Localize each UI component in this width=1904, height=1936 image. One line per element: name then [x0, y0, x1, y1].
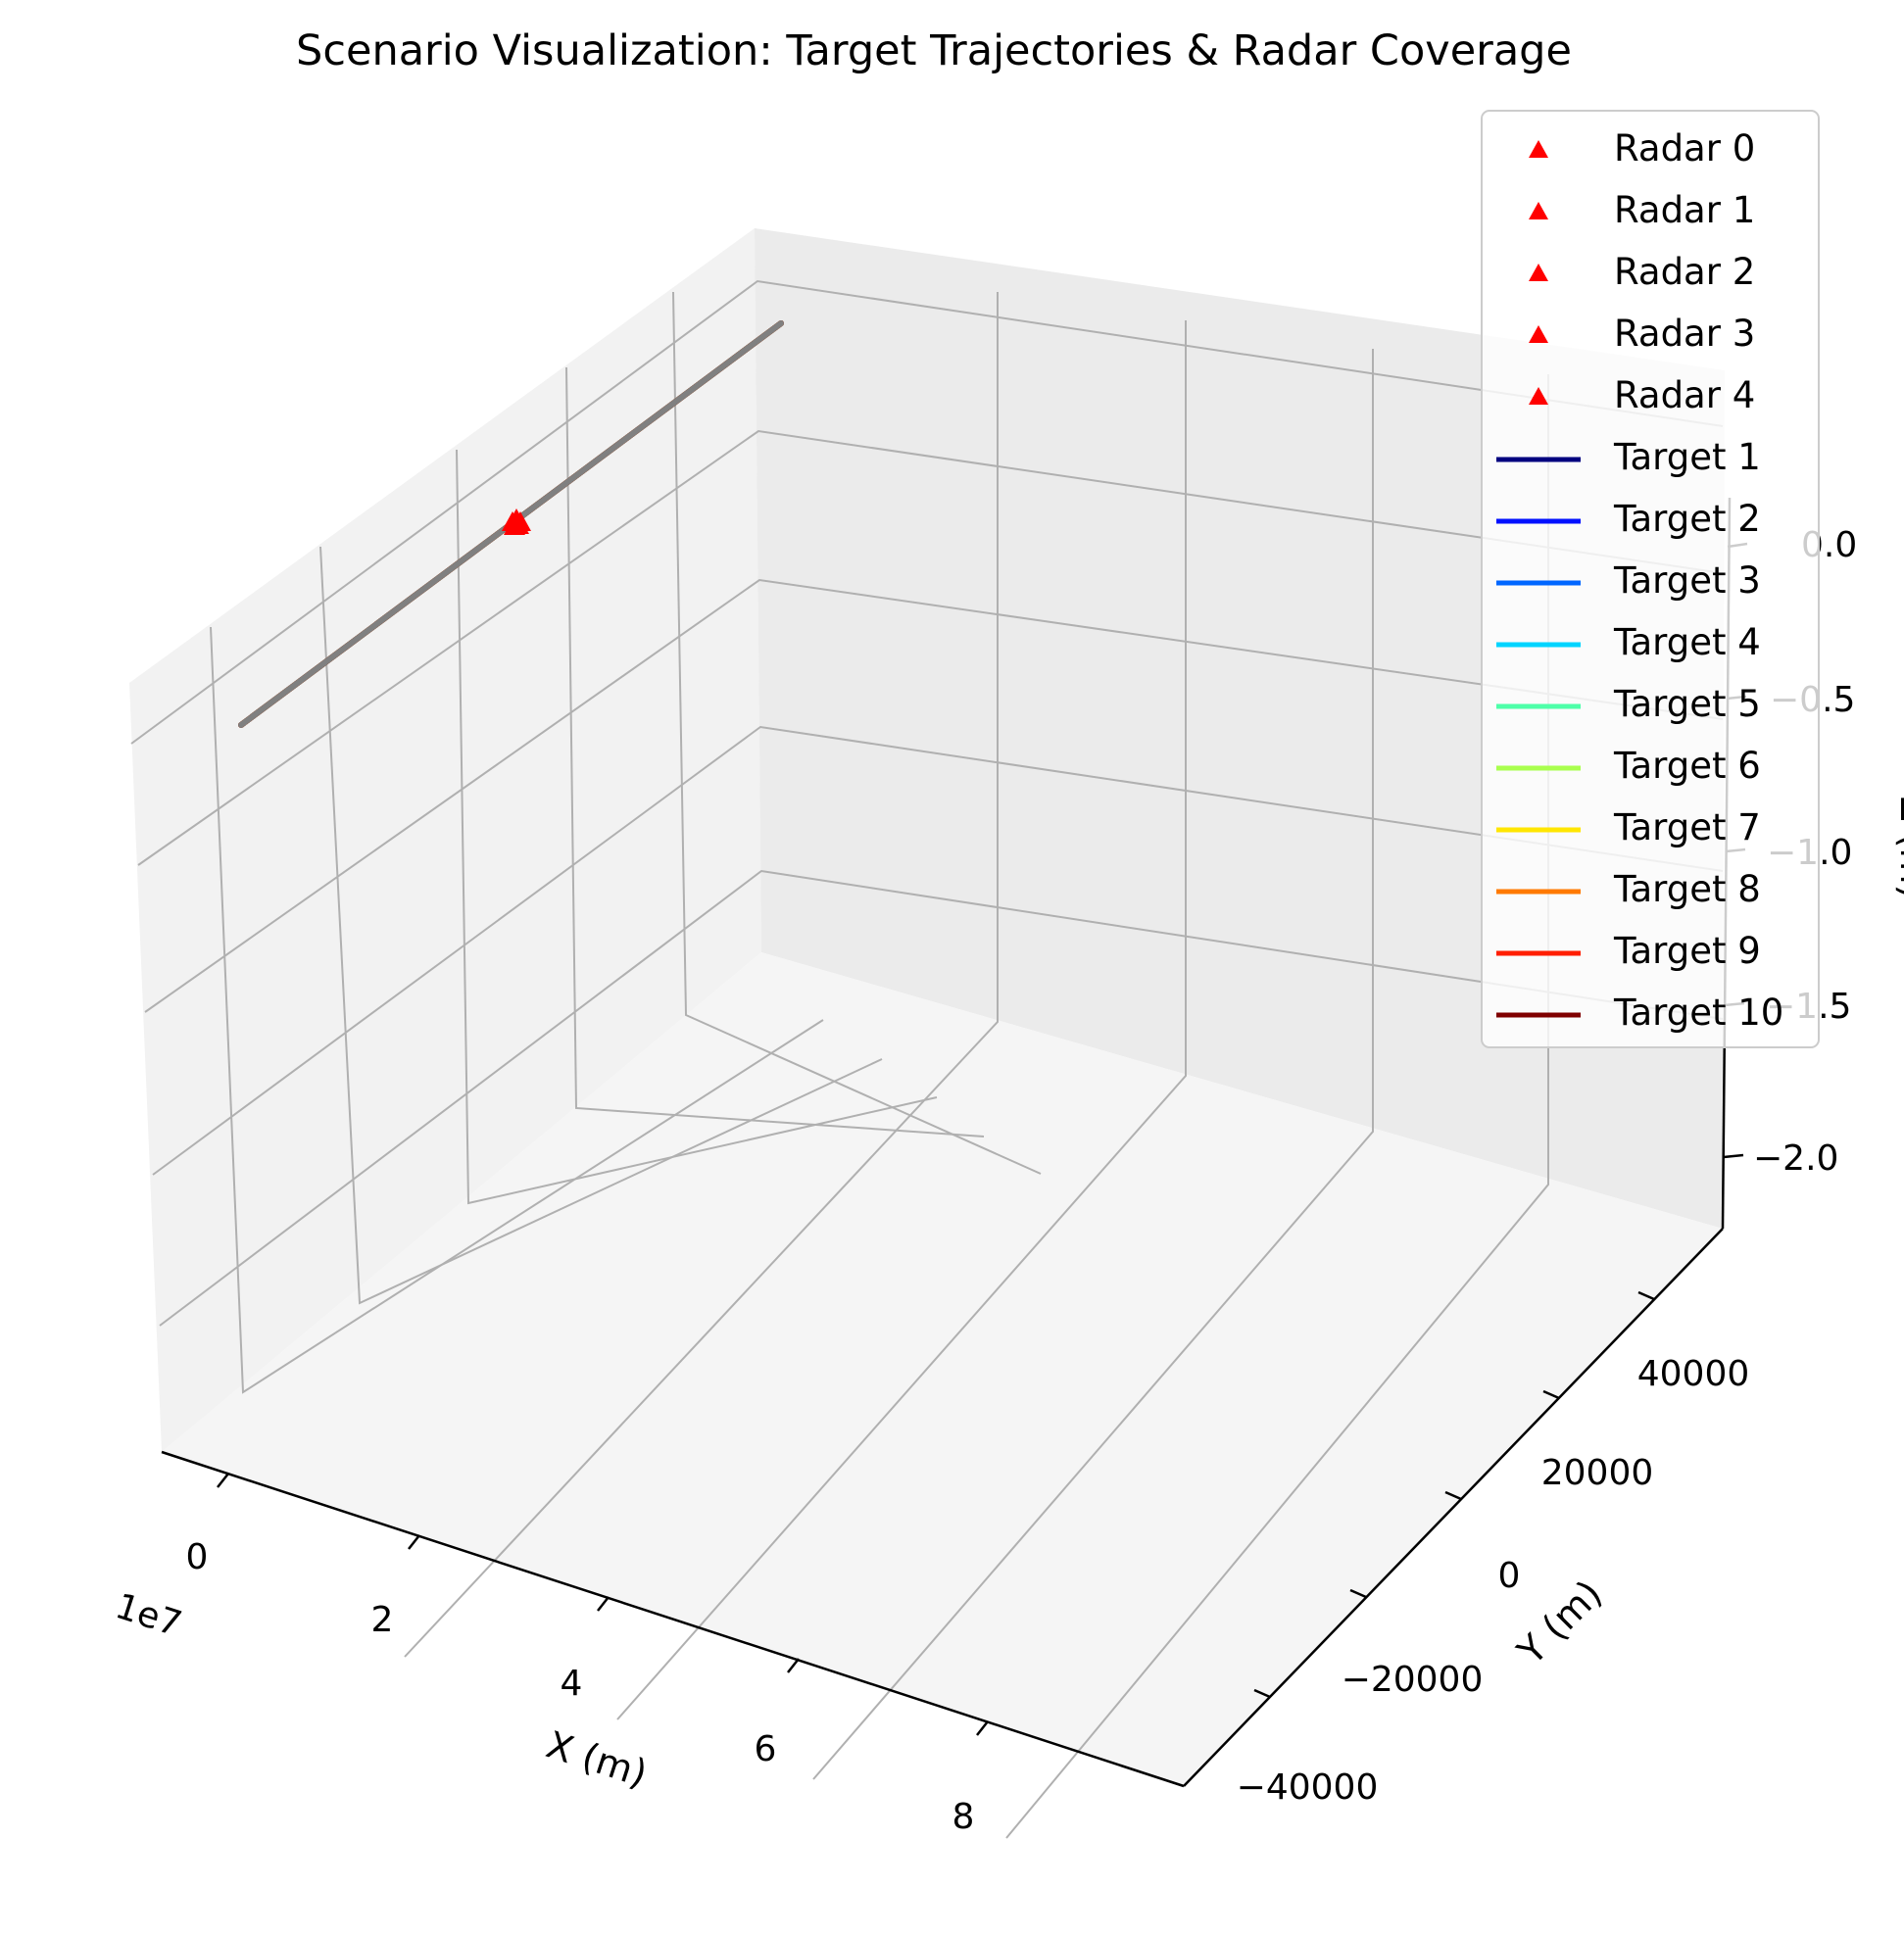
pane-left: [129, 228, 761, 1452]
legend-label: Radar 2: [1614, 251, 1755, 293]
legend-label: Target 8: [1613, 868, 1761, 910]
legend-label: Target 1: [1613, 436, 1761, 478]
x-offset-label: 1e7: [111, 1586, 186, 1645]
legend-label: Target 3: [1613, 559, 1761, 602]
legend: Radar 0 Radar 1 Radar 2 Radar 3 Radar 4 Targe…: [1481, 110, 1820, 1048]
x-ticks-marks: [217, 1473, 989, 1736]
legend-radar-marker: [1529, 387, 1548, 405]
legend-label: Target 6: [1613, 745, 1761, 787]
y-tick-label: 20000: [1541, 1453, 1654, 1493]
radar-layer: [502, 508, 531, 535]
legend-label: Target 4: [1613, 621, 1761, 663]
legend-label: Radar 4: [1614, 374, 1755, 416]
legend-label: Target 7: [1613, 806, 1761, 848]
legend-radar-marker: [1529, 325, 1548, 343]
legend-frame: [1481, 110, 1820, 1048]
legend-label: Target 2: [1613, 498, 1761, 540]
x-tick-label: 2: [371, 1600, 394, 1640]
y-axis-label: Y (m): [1508, 1572, 1610, 1673]
x-tick-label: 6: [755, 1729, 777, 1769]
x-axis-label: X (m): [541, 1723, 652, 1796]
x-tick-label: 0: [186, 1537, 209, 1577]
y-tick-label: −40000: [1237, 1767, 1379, 1808]
legend-radar-marker: [1529, 264, 1548, 281]
y-ticks-marks: [1253, 1290, 1655, 1699]
y-tick-label: −20000: [1342, 1660, 1484, 1700]
z-tick-label: −2.0: [1753, 1138, 1838, 1179]
legend-label: Target 5: [1613, 683, 1761, 725]
z-axis-label: Z (m): [1892, 797, 1904, 899]
legend-label: Radar 3: [1614, 313, 1755, 355]
legend-radar-marker: [1529, 140, 1548, 158]
radar-marker: [504, 515, 525, 535]
legend-label: Radar 1: [1614, 189, 1755, 231]
y-tick-label: 40000: [1637, 1354, 1750, 1394]
pane-floor: [162, 952, 1723, 1786]
legend-label: Radar 0: [1614, 127, 1755, 169]
y-tick-labels: −40000 −20000 0 20000 40000: [1237, 1354, 1750, 1808]
y-tick-label: 0: [1498, 1556, 1521, 1596]
legend-label: Target 9: [1613, 930, 1761, 972]
x-tick-label: 8: [952, 1797, 975, 1837]
legend-label: Target 10: [1613, 992, 1783, 1034]
legend-radar-marker: [1529, 202, 1548, 219]
x-tick-label: 4: [561, 1664, 583, 1704]
x-tick-labels: 0 2 4 6 8 1e7: [111, 1537, 975, 1837]
chart-title: Scenario Visualization: Target Trajector…: [296, 26, 1572, 75]
